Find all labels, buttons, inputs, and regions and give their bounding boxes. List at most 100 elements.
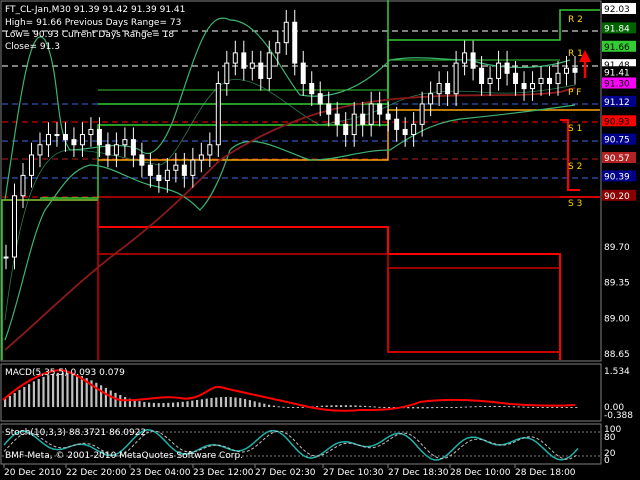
macd-bar <box>407 407 410 409</box>
macd-bar <box>551 407 554 408</box>
price-tag-bg <box>602 170 636 182</box>
macd-bar <box>37 378 40 407</box>
macd-axis-label: 1.534 <box>604 367 630 377</box>
candle-body <box>181 164 187 176</box>
candle-body <box>300 62 306 85</box>
candle-body <box>564 67 570 74</box>
macd-bar <box>388 407 391 408</box>
macd-bar <box>263 403 266 407</box>
macd-bar <box>421 407 424 409</box>
macd-bar <box>455 407 458 408</box>
macd-bar <box>522 406 525 408</box>
candle-body <box>470 52 476 69</box>
macd-bar <box>436 407 439 409</box>
candle-body <box>453 62 459 95</box>
macd-bar <box>66 372 69 407</box>
macd-bar <box>445 407 448 408</box>
macd-bar <box>128 398 131 407</box>
macd-bar <box>364 405 367 407</box>
macd-bar <box>13 392 16 407</box>
candle-body <box>79 134 85 146</box>
price-axis-label: 89.70 <box>604 243 630 253</box>
time-axis-label: 23 Dec 04:00 <box>130 468 191 478</box>
time-axis-label: 23 Dec 12:00 <box>193 468 254 478</box>
macd-bar <box>28 384 31 407</box>
price-axis-label: 91.41 <box>604 68 630 78</box>
candle-body <box>232 52 238 64</box>
macd-axis-label: 0.00 <box>604 403 624 413</box>
macd-bar <box>268 404 271 407</box>
stochastic-signal-line <box>3 430 579 460</box>
close-line: Close= 91.3 <box>5 42 60 52</box>
copyright-text: BMF-Meta, © 2001-2010 MetaQuotes Softwar… <box>5 451 243 461</box>
macd-bar <box>373 406 376 408</box>
macd-bar <box>503 406 506 408</box>
macd-bar <box>109 390 112 407</box>
candle-body <box>428 93 434 105</box>
macd-bar <box>412 407 415 409</box>
candle-body <box>411 123 417 136</box>
macd-bar <box>133 400 136 407</box>
macd-bar <box>440 407 443 408</box>
stoch-title: Stoch(10,3,3) 88.3721 86.0922 <box>5 428 146 438</box>
candle-body <box>207 144 213 156</box>
macd-bar <box>253 401 256 407</box>
candle-body <box>45 134 51 146</box>
candle-body <box>479 67 485 85</box>
macd-bar <box>181 401 184 407</box>
macd-bar <box>244 399 247 407</box>
macd-bar <box>172 402 175 407</box>
price-tag-bg <box>602 189 636 201</box>
macd-bar <box>18 389 21 407</box>
price-tag-bg <box>602 95 636 107</box>
candle-body <box>538 77 544 85</box>
candle-body <box>190 159 196 176</box>
macd-bar <box>71 373 74 407</box>
pivot-label: S 2 <box>568 162 582 172</box>
macd-bar <box>527 406 530 408</box>
macd-bar <box>23 386 26 407</box>
macd-bar <box>301 406 304 408</box>
macd-bar <box>349 405 352 407</box>
macd-bar <box>124 396 127 407</box>
symbol-line: FT_CL-Jan,M30 91.39 91.42 91.39 91.41 <box>5 5 185 15</box>
macd-bar <box>76 374 79 407</box>
macd-bar <box>426 407 429 409</box>
time-axis-label: 28 Dec 10:00 <box>450 468 511 478</box>
candle-body <box>122 139 128 146</box>
macd-bar <box>469 406 472 408</box>
price-tag-bg <box>602 152 636 164</box>
time-axis-label: 28 Dec 18:00 <box>515 468 576 478</box>
pivot-label: R 1 <box>568 49 583 59</box>
price-axis-label: 90.93 <box>604 117 630 127</box>
header-info: FT_CL-Jan,M30 91.39 91.42 91.39 91.41 Hi… <box>5 5 185 52</box>
macd-bar <box>186 401 189 407</box>
price-axis-label: 88.65 <box>604 350 630 360</box>
macd-bar <box>536 407 539 408</box>
macd-bar <box>148 402 151 407</box>
candle-body <box>436 83 442 95</box>
candle-body <box>71 139 77 146</box>
candle-body <box>54 134 60 137</box>
macd-axis-label: -0.388 <box>604 411 633 421</box>
pivot-label: P F <box>568 88 581 98</box>
macd-bar <box>80 376 83 407</box>
candle-body <box>572 67 578 73</box>
macd-bar <box>162 403 165 407</box>
pivot-step-lines <box>1 0 600 360</box>
macd-bar <box>392 407 395 408</box>
stochastic-main-line <box>3 428 579 461</box>
candle-body <box>88 128 94 136</box>
stoch-axis-label: 100 <box>604 425 621 435</box>
macd-bar <box>205 398 208 407</box>
macd-bar <box>277 406 280 408</box>
candle-body <box>309 83 315 95</box>
macd-bar <box>176 402 179 407</box>
macd-bar <box>138 401 141 407</box>
macd-bar <box>512 406 515 408</box>
moving-average-line <box>4 87 576 351</box>
candle-body <box>521 83 527 90</box>
macd-bar <box>416 407 419 409</box>
